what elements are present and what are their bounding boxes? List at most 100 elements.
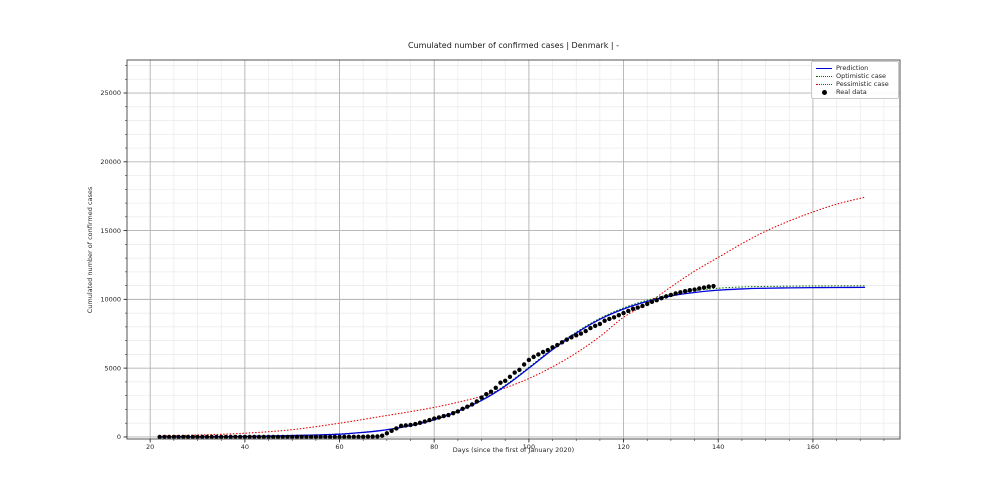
real-data-point bbox=[555, 342, 560, 348]
y-axis-label: Cumulated number of confirmed cases bbox=[86, 186, 94, 314]
real-data-point bbox=[536, 352, 541, 357]
real-data-point bbox=[318, 434, 323, 440]
series-prediction bbox=[159, 286, 865, 438]
real-data-point bbox=[299, 434, 304, 440]
legend-item-prediction: Prediction bbox=[816, 64, 894, 72]
real-data-point bbox=[342, 434, 347, 440]
real-data-marker-icon bbox=[821, 89, 827, 95]
real-data-point bbox=[408, 422, 413, 428]
real-data-point bbox=[574, 333, 579, 338]
real-data-point bbox=[361, 434, 366, 439]
real-data-point bbox=[493, 385, 498, 390]
x-tick-label: 40 bbox=[241, 443, 249, 451]
real-data-point bbox=[663, 294, 669, 299]
real-data-point bbox=[621, 310, 626, 316]
real-data-point bbox=[678, 290, 683, 295]
real-data-point bbox=[692, 287, 697, 292]
real-data-point bbox=[394, 426, 399, 431]
real-data-point bbox=[157, 434, 162, 440]
real-data-point bbox=[503, 378, 508, 384]
real-data-point bbox=[304, 434, 309, 440]
real-data-point bbox=[526, 357, 532, 363]
real-data-point bbox=[498, 380, 503, 385]
real-data-point bbox=[228, 434, 233, 440]
real-data-point bbox=[275, 434, 281, 440]
real-data-point bbox=[474, 399, 480, 404]
real-data-point bbox=[417, 420, 423, 426]
real-data-point bbox=[682, 289, 688, 294]
real-data-point bbox=[233, 434, 238, 440]
real-data-point bbox=[673, 291, 678, 296]
real-data-point bbox=[583, 328, 588, 334]
real-data-point bbox=[171, 434, 177, 440]
series-pessimistic-case bbox=[159, 196, 866, 437]
real-data-point bbox=[611, 315, 617, 320]
real-data-point bbox=[512, 370, 517, 375]
real-data-point bbox=[460, 406, 465, 411]
real-data-point bbox=[687, 287, 693, 293]
real-data-point bbox=[645, 301, 650, 307]
real-data-point bbox=[351, 434, 356, 440]
legend-label: Pessimistic case bbox=[836, 80, 889, 88]
real-data-point bbox=[403, 423, 409, 428]
real-data-point bbox=[294, 434, 300, 440]
real-data-point bbox=[252, 434, 257, 440]
real-data-point bbox=[185, 434, 191, 440]
real-data-point bbox=[204, 434, 210, 440]
real-data-point bbox=[711, 283, 716, 289]
real-data-point bbox=[465, 404, 470, 409]
real-data-point bbox=[375, 434, 380, 439]
real-data-point bbox=[640, 303, 645, 309]
x-axis-label: Days (since the first of January 2020) bbox=[452, 446, 575, 454]
real-data-point bbox=[261, 434, 267, 440]
y-tick-label: 10000 bbox=[100, 296, 121, 304]
real-data-point bbox=[256, 434, 262, 440]
axes-spine bbox=[126, 59, 901, 440]
real-data-point bbox=[427, 417, 432, 423]
real-data-point bbox=[195, 434, 200, 440]
legend-label: Prediction bbox=[836, 64, 869, 72]
real-data-point bbox=[564, 337, 569, 342]
real-data-point bbox=[162, 434, 167, 440]
real-data-point bbox=[346, 434, 352, 440]
real-data-point bbox=[389, 428, 394, 434]
real-data-point bbox=[531, 354, 536, 360]
real-data-point bbox=[668, 292, 674, 298]
real-data-point bbox=[166, 434, 172, 440]
real-data-point bbox=[597, 321, 603, 327]
real-data-point bbox=[280, 434, 285, 440]
real-data-point bbox=[455, 409, 461, 414]
x-tick-label: 160 bbox=[807, 443, 819, 451]
real-data-point bbox=[550, 345, 555, 350]
real-data-point bbox=[607, 316, 612, 322]
x-tick-label: 80 bbox=[430, 443, 438, 451]
real-data-point bbox=[488, 389, 494, 394]
real-data-point bbox=[484, 391, 489, 397]
real-data-point bbox=[507, 374, 513, 380]
real-data-point bbox=[190, 434, 195, 440]
real-data-point bbox=[266, 434, 271, 440]
real-data-point bbox=[432, 416, 437, 421]
real-data-point bbox=[422, 419, 427, 424]
real-data-point bbox=[337, 434, 342, 440]
real-data-point bbox=[559, 340, 565, 345]
real-data-point bbox=[578, 331, 584, 336]
y-tick-label: 20000 bbox=[100, 158, 121, 166]
x-tick-label: 20 bbox=[146, 443, 154, 451]
x-tick-label: 60 bbox=[335, 443, 343, 451]
legend-label: Optimistic case bbox=[836, 72, 887, 80]
real-data-point bbox=[398, 423, 404, 429]
real-data-point bbox=[479, 395, 484, 400]
real-data-point bbox=[659, 296, 664, 301]
real-data-point bbox=[697, 286, 702, 291]
real-data-point bbox=[323, 434, 328, 440]
y-tick-label: 5000 bbox=[104, 364, 121, 372]
real-data-point bbox=[450, 411, 456, 416]
real-data-point bbox=[540, 349, 546, 355]
real-data-point bbox=[379, 433, 385, 438]
real-data-point bbox=[654, 298, 659, 303]
real-data-point bbox=[602, 318, 607, 323]
real-data-point bbox=[436, 415, 442, 420]
real-data-point bbox=[626, 308, 631, 314]
